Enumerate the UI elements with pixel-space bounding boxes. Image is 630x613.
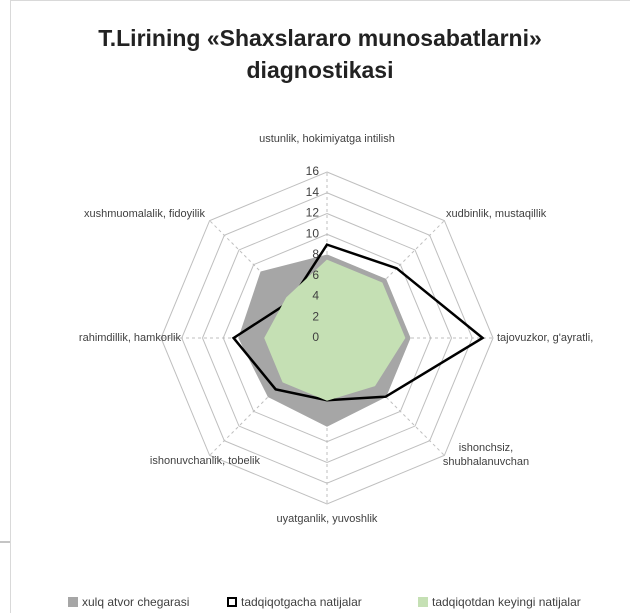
spoke (209, 337, 328, 456)
spoke (209, 220, 328, 339)
spoke (326, 337, 445, 456)
y-tick-label: 12 (306, 206, 320, 220)
category-label: tajovuzkor, g'ayratli, (497, 332, 594, 344)
category-label: xushmuomalalik, fidoyilik (83, 208, 205, 220)
y-tick-label: 14 (306, 185, 320, 199)
legend-swatch (68, 597, 78, 607)
category-label: uyatganlik, yuvoshlik (276, 513, 378, 525)
legend-item: tadqiqotdan keyingi natijalar (418, 595, 581, 609)
category-label: rahimdillik, hamkorlik (78, 332, 181, 344)
legend-swatch (418, 597, 428, 607)
category-label: ishonchsiz, shubhalanuvchan (442, 442, 530, 468)
grid-line (160, 171, 494, 505)
category-label: ustunlik, hokimiyatga intilish (259, 133, 395, 145)
legend-label: tadqiqotdan keyingi natijalar (432, 595, 581, 609)
y-tick-label: 16 (306, 164, 320, 178)
y-tick-label: 2 (312, 309, 319, 323)
chart-title: T.Lirining «Shaxslararo munosabatlarni» … (98, 25, 542, 83)
y-tick-label: 10 (306, 226, 320, 240)
category-label: xudbinlik, mustaqillik (446, 208, 547, 220)
legend-item: tadqiqotgacha natijalar (227, 595, 362, 609)
category-label: ishonuvchanlik, tobelik (149, 455, 260, 467)
legend-item: xulq atvor chegarasi (68, 595, 189, 609)
legend-label: tadqiqotgacha natijalar (241, 595, 362, 609)
y-tick-label: 4 (312, 289, 319, 303)
spoke (326, 220, 445, 339)
y-tick-label: 0 (312, 330, 319, 344)
chart-border (10, 0, 630, 613)
legend-swatch (227, 597, 237, 607)
y-tick-label: 8 (312, 247, 319, 261)
legend-label: xulq atvor chegarasi (82, 595, 190, 609)
series-area (264, 259, 406, 401)
grid-line (201, 212, 453, 464)
y-tick-label: 6 (312, 268, 319, 282)
